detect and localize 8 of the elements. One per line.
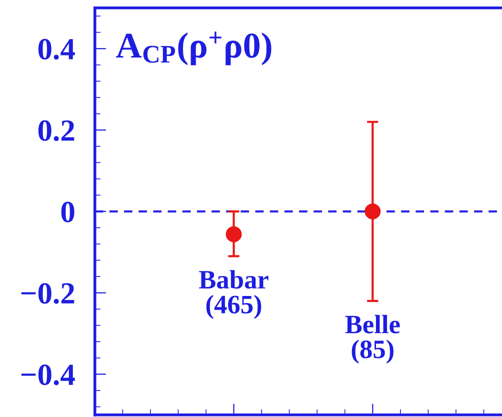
y-tick-label: 0.4 bbox=[38, 38, 75, 60]
y-tick-label: 0.2 bbox=[38, 120, 74, 142]
annotation: Babar (465) bbox=[199, 270, 268, 319]
y-tick-label: −0.4 bbox=[21, 364, 75, 386]
annotation: Belle (85) bbox=[345, 314, 400, 364]
y-tick-label: −0.2 bbox=[21, 283, 74, 304]
y-tick-label: 0 bbox=[61, 202, 74, 222]
text: A$_{CP}$(ρ$^{+}$ρ0) bbox=[116, 32, 272, 66]
